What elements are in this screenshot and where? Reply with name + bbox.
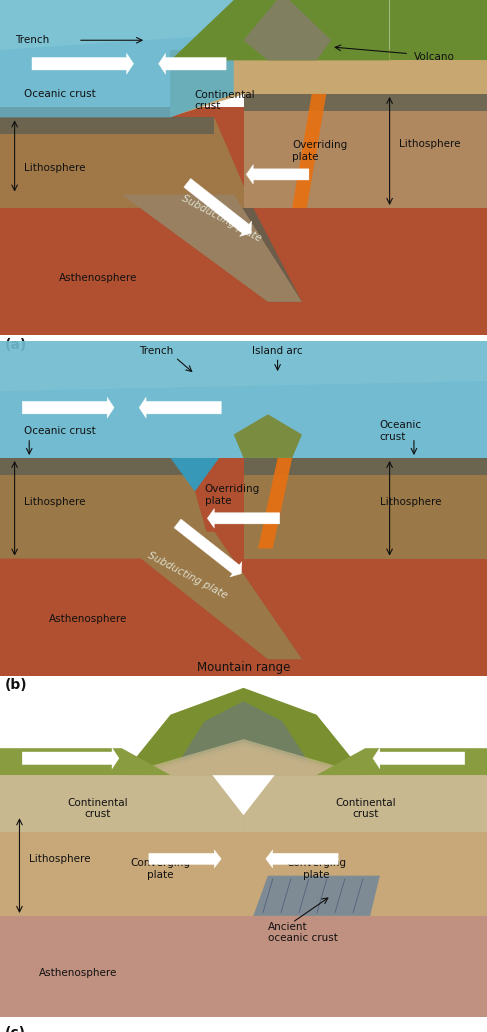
Text: Lithosphere: Lithosphere xyxy=(24,496,86,507)
Polygon shape xyxy=(122,194,302,301)
Polygon shape xyxy=(0,118,253,208)
Polygon shape xyxy=(244,765,487,832)
FancyBboxPatch shape xyxy=(0,815,487,1032)
Text: Volcano: Volcano xyxy=(414,52,455,62)
Polygon shape xyxy=(170,458,219,491)
Text: Oceanic
crust: Oceanic crust xyxy=(380,420,422,442)
Polygon shape xyxy=(122,687,365,775)
Polygon shape xyxy=(244,94,487,208)
Text: Island arc: Island arc xyxy=(252,346,303,356)
Polygon shape xyxy=(253,875,380,916)
Polygon shape xyxy=(107,531,302,659)
Polygon shape xyxy=(0,748,170,775)
Polygon shape xyxy=(136,549,302,659)
Polygon shape xyxy=(390,0,487,61)
Polygon shape xyxy=(258,458,292,549)
Text: Lithosphere: Lithosphere xyxy=(399,139,461,150)
Polygon shape xyxy=(317,748,487,775)
Text: (b): (b) xyxy=(5,678,27,692)
Text: Lithosphere: Lithosphere xyxy=(29,853,91,864)
Text: Subducting plate: Subducting plate xyxy=(146,550,229,601)
FancyBboxPatch shape xyxy=(0,458,487,777)
Polygon shape xyxy=(0,458,185,475)
Polygon shape xyxy=(137,745,350,775)
Polygon shape xyxy=(146,748,341,775)
Text: Continental
crust: Continental crust xyxy=(67,798,128,819)
Polygon shape xyxy=(129,742,358,775)
Text: Trench: Trench xyxy=(139,346,173,356)
Polygon shape xyxy=(292,94,326,208)
Polygon shape xyxy=(146,208,302,301)
Polygon shape xyxy=(170,0,390,61)
Polygon shape xyxy=(170,702,317,775)
Polygon shape xyxy=(244,0,331,61)
Text: Oceanic crust: Oceanic crust xyxy=(24,426,96,437)
Text: Asthenosphere: Asthenosphere xyxy=(39,968,117,978)
Polygon shape xyxy=(0,458,214,558)
Text: Converging
plate: Converging plate xyxy=(286,859,347,879)
Polygon shape xyxy=(234,415,302,458)
Text: Converging
plate: Converging plate xyxy=(131,859,191,879)
Polygon shape xyxy=(0,815,487,916)
Text: Asthenosphere: Asthenosphere xyxy=(49,614,127,624)
Polygon shape xyxy=(0,341,487,391)
Text: Oceanic crust: Oceanic crust xyxy=(24,89,96,99)
Polygon shape xyxy=(0,118,214,134)
Text: Continental
crust: Continental crust xyxy=(195,90,255,111)
Polygon shape xyxy=(170,51,487,118)
Polygon shape xyxy=(244,458,487,475)
Text: Overriding
plate: Overriding plate xyxy=(292,140,347,162)
Text: Overriding
plate: Overriding plate xyxy=(205,484,260,506)
Polygon shape xyxy=(0,0,234,118)
Text: Asthenosphere: Asthenosphere xyxy=(58,273,137,284)
Text: Trench: Trench xyxy=(15,35,49,45)
Text: Continental
crust: Continental crust xyxy=(335,798,395,819)
Text: Lithosphere: Lithosphere xyxy=(24,163,86,172)
Text: (a): (a) xyxy=(5,337,27,352)
Text: Mountain range: Mountain range xyxy=(197,662,290,675)
Text: (c): (c) xyxy=(5,1026,26,1032)
Polygon shape xyxy=(244,94,487,110)
Polygon shape xyxy=(0,0,234,51)
Text: Lithosphere: Lithosphere xyxy=(380,496,441,507)
Polygon shape xyxy=(0,341,487,458)
Text: Subducting plate: Subducting plate xyxy=(180,193,263,244)
Polygon shape xyxy=(0,765,244,832)
FancyBboxPatch shape xyxy=(0,107,487,436)
Polygon shape xyxy=(120,739,367,775)
Polygon shape xyxy=(244,458,487,558)
Text: Ancient
oceanic crust: Ancient oceanic crust xyxy=(268,922,337,943)
